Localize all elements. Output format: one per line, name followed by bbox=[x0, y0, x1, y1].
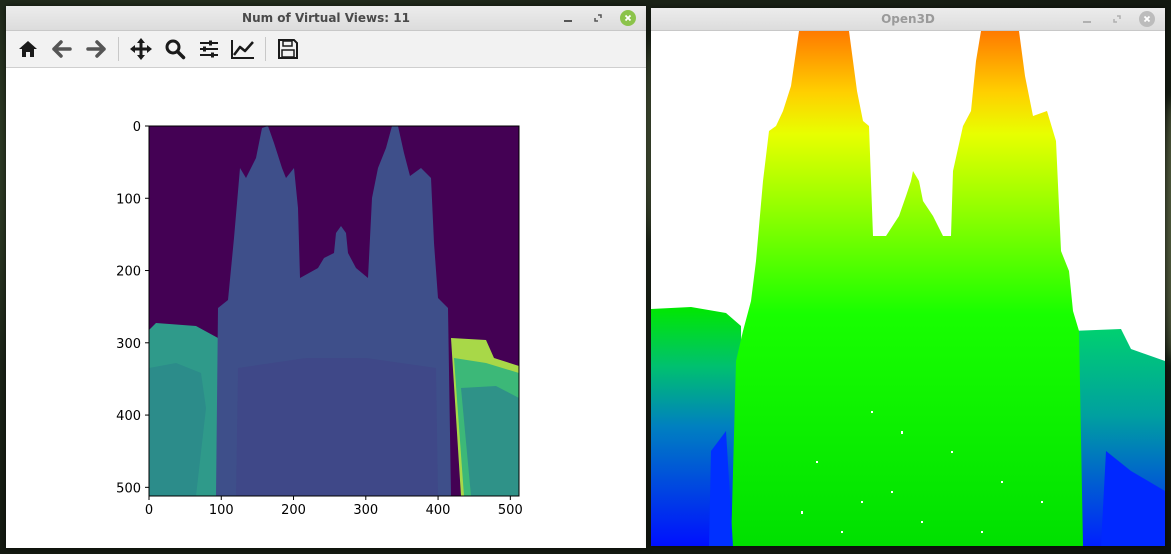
matplotlib-window: Num of Virtual Views: 11 bbox=[6, 6, 646, 548]
maximize-button[interactable] bbox=[590, 10, 606, 26]
y-tick-label: 300 bbox=[116, 337, 141, 352]
minimize-icon bbox=[1083, 21, 1091, 23]
y-tick-label: 500 bbox=[116, 481, 141, 496]
toolbar-separator bbox=[118, 37, 119, 61]
close-button[interactable] bbox=[1139, 11, 1155, 27]
toolbar-separator bbox=[265, 37, 266, 61]
home-icon bbox=[19, 41, 37, 57]
matplotlib-window-title: Num of Virtual Views: 11 bbox=[242, 11, 410, 25]
open3d-titlebar[interactable]: Open3D bbox=[651, 8, 1165, 31]
edit-axis-button[interactable] bbox=[229, 35, 257, 63]
y-tick-label: 0 bbox=[133, 120, 141, 135]
maximize-icon bbox=[1113, 15, 1121, 23]
y-tick-label: 400 bbox=[116, 409, 141, 424]
x-tick-label: 0 bbox=[145, 503, 153, 518]
maximize-button[interactable] bbox=[1109, 11, 1125, 27]
back-icon bbox=[52, 40, 72, 58]
open3d-window-title: Open3D bbox=[881, 12, 935, 26]
x-tick-label: 100 bbox=[209, 503, 234, 518]
close-icon bbox=[1143, 15, 1151, 23]
depth-image-plot: 0 100 200 300 400 500 0 100 200 300 400 500 bbox=[116, 120, 523, 518]
pan-button[interactable] bbox=[127, 35, 155, 63]
matplotlib-toolbar bbox=[6, 31, 646, 68]
configure-subplots-icon bbox=[200, 40, 218, 58]
zoom-icon bbox=[165, 39, 186, 60]
minimize-icon bbox=[564, 20, 572, 22]
x-tick-label: 300 bbox=[353, 503, 378, 518]
x-axis: 0 100 200 300 400 500 bbox=[145, 496, 523, 518]
back-button[interactable] bbox=[48, 35, 76, 63]
minimize-button[interactable] bbox=[1079, 11, 1095, 27]
zoom-button[interactable] bbox=[161, 35, 189, 63]
point-cloud-holes bbox=[801, 411, 1043, 533]
point-cloud-viewport[interactable] bbox=[651, 31, 1165, 546]
desktop-background-detail bbox=[1160, 100, 1171, 360]
close-icon bbox=[624, 14, 632, 22]
y-tick-label: 100 bbox=[116, 192, 141, 207]
pan-icon bbox=[130, 38, 152, 60]
save-button[interactable] bbox=[274, 35, 302, 63]
forward-button[interactable] bbox=[82, 35, 110, 63]
close-button[interactable] bbox=[620, 10, 636, 26]
maximize-icon bbox=[594, 14, 602, 22]
y-axis: 0 100 200 300 400 500 bbox=[116, 120, 149, 496]
x-tick-label: 400 bbox=[426, 503, 451, 518]
minimize-button[interactable] bbox=[560, 10, 576, 26]
open3d-window: Open3D bbox=[651, 8, 1165, 546]
depth-image bbox=[149, 126, 519, 496]
y-tick-label: 200 bbox=[116, 265, 141, 280]
edit-axis-icon bbox=[231, 40, 254, 59]
point-cloud-render bbox=[651, 31, 1165, 546]
x-tick-label: 200 bbox=[281, 503, 306, 518]
plot-canvas[interactable]: 0 100 200 300 400 500 0 100 200 300 400 500 bbox=[6, 68, 646, 548]
save-icon bbox=[278, 39, 298, 59]
plot-frame bbox=[148, 125, 520, 497]
x-tick-label: 500 bbox=[498, 503, 523, 518]
matplotlib-titlebar[interactable]: Num of Virtual Views: 11 bbox=[6, 6, 646, 31]
forward-icon bbox=[86, 40, 106, 58]
configure-subplots-button[interactable] bbox=[195, 35, 223, 63]
home-button[interactable] bbox=[14, 35, 42, 63]
